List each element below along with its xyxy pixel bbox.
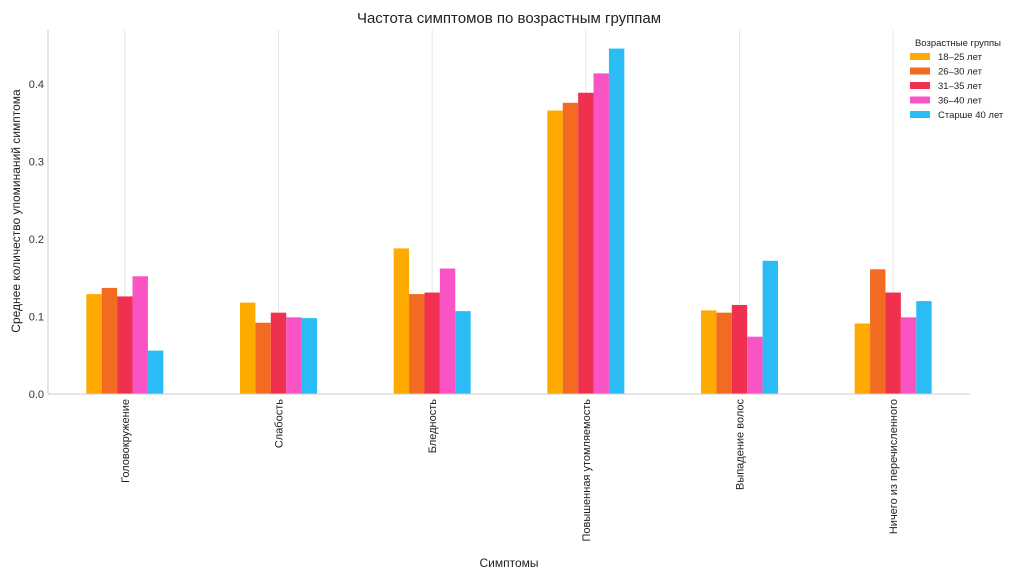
legend-swatch bbox=[910, 68, 930, 75]
legend-label: Старше 40 лет bbox=[938, 110, 1004, 121]
y-tick-label: 0.4 bbox=[29, 79, 44, 91]
legend-label: 36–40 лет bbox=[938, 96, 983, 107]
bars bbox=[86, 49, 931, 394]
bar bbox=[133, 276, 148, 394]
y-axis-title: Среднее количество упоминаний симптома bbox=[9, 89, 23, 333]
legend-swatch bbox=[910, 111, 930, 118]
axes bbox=[48, 30, 970, 394]
bar bbox=[563, 103, 578, 394]
bar bbox=[855, 324, 870, 394]
bar bbox=[240, 303, 255, 394]
bar bbox=[117, 296, 132, 394]
bar bbox=[594, 73, 609, 394]
x-tick-label: Повышенная утомляемость bbox=[581, 399, 593, 542]
legend-swatch bbox=[910, 97, 930, 104]
bar bbox=[716, 313, 731, 394]
x-tick-label: Ничего из перечисленного bbox=[888, 399, 900, 534]
chart-title: Частота симптомов по возрастным группам bbox=[357, 10, 661, 27]
bar bbox=[870, 269, 885, 394]
y-ticks: 0.0 0.1 0.2 0.3 0.4 bbox=[29, 79, 44, 401]
legend-label: 18–25 лет bbox=[938, 52, 983, 63]
bar bbox=[885, 293, 900, 394]
legend-label: 26–30 лет bbox=[938, 67, 983, 78]
bar bbox=[578, 93, 593, 394]
x-tick-label: Выпадение волос bbox=[735, 399, 747, 491]
x-tick-label: Головокружение bbox=[120, 399, 132, 483]
bar bbox=[732, 305, 747, 394]
bar bbox=[255, 323, 270, 394]
x-tick-labels: Головокружение Слабость Бледность Повышенна… bbox=[120, 399, 900, 542]
legend: Возрастные группы 18–25 лет 26–30 лет 31–3… bbox=[910, 38, 1004, 121]
y-tick-label: 0.0 bbox=[29, 389, 44, 401]
legend-swatch bbox=[910, 82, 930, 89]
y-tick-label: 0.3 bbox=[29, 157, 44, 169]
bar bbox=[394, 248, 409, 394]
bar bbox=[747, 337, 762, 394]
bar bbox=[424, 293, 439, 394]
y-tick-label: 0.2 bbox=[29, 234, 44, 246]
bar bbox=[763, 261, 778, 394]
bar bbox=[916, 301, 931, 394]
bar bbox=[609, 49, 624, 394]
x-tick-label: Бледность bbox=[427, 399, 439, 454]
bar bbox=[455, 311, 470, 394]
y-tick-label: 0.1 bbox=[29, 312, 44, 324]
bar bbox=[440, 269, 455, 394]
bar bbox=[286, 317, 301, 394]
bar bbox=[409, 294, 424, 394]
bar bbox=[271, 313, 286, 394]
bar bbox=[86, 294, 101, 394]
bar bbox=[148, 351, 163, 394]
bar bbox=[102, 288, 117, 394]
bar bbox=[302, 318, 317, 394]
legend-swatch bbox=[910, 53, 930, 60]
bar bbox=[701, 310, 716, 394]
x-tick-label: Слабость bbox=[274, 399, 286, 448]
x-axis-title: Симптомы bbox=[479, 556, 538, 570]
bar bbox=[547, 111, 562, 394]
legend-label: 31–35 лет bbox=[938, 81, 983, 92]
bar bbox=[901, 317, 916, 394]
legend-title: Возрастные группы bbox=[915, 38, 1001, 49]
